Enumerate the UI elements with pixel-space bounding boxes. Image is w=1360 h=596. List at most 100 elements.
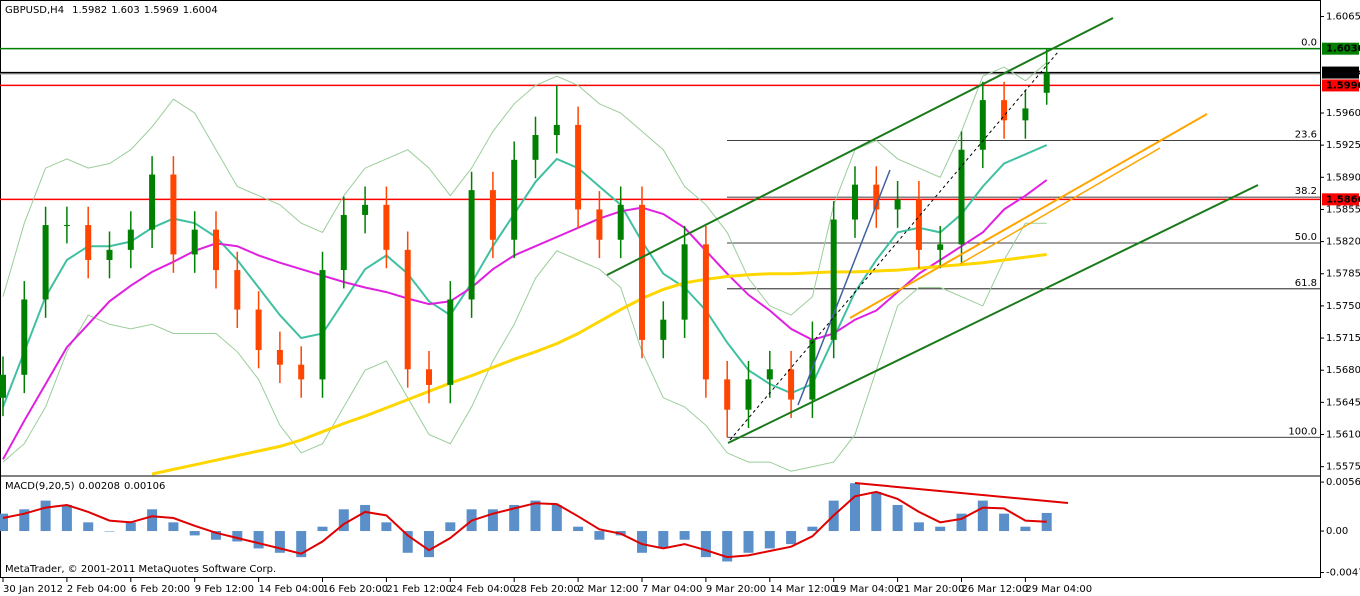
candle-body bbox=[170, 174, 177, 255]
macd-bar bbox=[381, 522, 392, 532]
macd-bar bbox=[573, 526, 584, 532]
candle-body bbox=[681, 244, 688, 320]
macd-bar bbox=[530, 500, 541, 532]
x-tick-label: 7 Mar 04:00 bbox=[642, 584, 702, 595]
ohlc-high: 1.603 bbox=[111, 5, 140, 16]
macd-bar bbox=[1041, 512, 1052, 532]
x-tick-label: 21 Feb 12:00 bbox=[386, 584, 452, 595]
candle-body bbox=[745, 379, 752, 410]
candle-body bbox=[127, 229, 134, 250]
y-tick-label: 0.00563 bbox=[1326, 477, 1360, 488]
y-tick-label: 1.5820 bbox=[1326, 237, 1360, 248]
macd-bar bbox=[40, 500, 51, 532]
macd-bar bbox=[913, 522, 924, 532]
candle-body bbox=[255, 309, 262, 350]
macd-bar bbox=[317, 526, 328, 532]
overlay-line bbox=[151, 253, 1047, 476]
candle-body bbox=[362, 204, 369, 215]
fibo-label: 38.2 bbox=[1295, 186, 1317, 197]
level-tag bbox=[1322, 193, 1359, 206]
candle-body bbox=[319, 270, 326, 380]
y-tick-label: 1.5575 bbox=[1326, 462, 1360, 473]
candle-body bbox=[42, 225, 49, 300]
macd-bar bbox=[147, 509, 158, 532]
y-tick-label: 1.5645 bbox=[1326, 397, 1360, 408]
candle-body bbox=[766, 369, 773, 380]
candle-body bbox=[660, 319, 667, 340]
candle-body bbox=[234, 270, 241, 310]
macd-value: 0.00208 bbox=[79, 481, 120, 492]
candle-body bbox=[63, 225, 70, 227]
y-tick-label: 1.5925 bbox=[1326, 140, 1360, 151]
candle-body bbox=[852, 184, 858, 220]
candle-body bbox=[447, 299, 454, 385]
candle-body bbox=[553, 124, 560, 136]
x-tick-label: 28 Feb 20:00 bbox=[514, 584, 580, 595]
fibo-label: 100.0 bbox=[1288, 426, 1317, 437]
macd-bar bbox=[487, 509, 498, 532]
y-tick-label: -0.00477 bbox=[1326, 568, 1360, 579]
macd-bar bbox=[956, 513, 967, 532]
y-tick-label: 0.00 bbox=[1326, 526, 1348, 537]
x-tick-label: 26 Mar 12:00 bbox=[962, 584, 1029, 595]
macd-bar bbox=[679, 531, 690, 540]
fibo-label: 50.0 bbox=[1295, 232, 1317, 243]
macd-name: MACD(9,20,5) bbox=[5, 481, 75, 492]
x-tick-label: 9 Feb 12:00 bbox=[195, 584, 254, 595]
y-tick-label: 1.5960 bbox=[1326, 108, 1360, 119]
macd-bar bbox=[211, 531, 221, 540]
x-tick-label: 6 Feb 20:00 bbox=[131, 584, 190, 595]
macd-bar bbox=[764, 531, 775, 549]
candle-body bbox=[426, 369, 432, 385]
overlay-line bbox=[2, 62, 1048, 316]
x-tick-label: 24 Feb 04:00 bbox=[450, 584, 516, 595]
candle-body bbox=[21, 299, 28, 375]
macd-bar bbox=[722, 531, 733, 562]
fibo-label: 61.8 bbox=[1295, 278, 1317, 289]
candle-body bbox=[404, 249, 411, 370]
macd-bar bbox=[658, 531, 669, 549]
overlay-line bbox=[2, 222, 1047, 472]
candle-body bbox=[276, 349, 283, 365]
macd-bar bbox=[700, 531, 711, 558]
level-label: 1.5866 bbox=[1326, 194, 1360, 205]
x-tick-label: 19 Mar 04:00 bbox=[834, 584, 901, 595]
x-tick-label: 9 Mar 20:00 bbox=[706, 584, 766, 595]
x-tick-label: 2 Feb 04:00 bbox=[67, 584, 126, 595]
macd-bar bbox=[977, 500, 988, 532]
candle-body bbox=[979, 100, 986, 150]
macd-bar bbox=[594, 531, 605, 540]
macd-bar bbox=[61, 504, 72, 532]
credit: MetaTrader, © 2001-2011 MetaQuotes Softw… bbox=[5, 564, 276, 575]
macd-bar bbox=[892, 504, 903, 532]
fibo-diagonal bbox=[729, 51, 1059, 441]
overlay-line bbox=[2, 179, 1048, 460]
drawings bbox=[606, 17, 1259, 504]
candle-body bbox=[532, 135, 539, 160]
fibo-label: 23.6 bbox=[1295, 129, 1317, 140]
y-tick-label: 1.5855 bbox=[1326, 204, 1360, 215]
level-label: 1.6004 bbox=[1326, 68, 1360, 79]
trend-orange bbox=[849, 113, 1208, 319]
candle-body bbox=[340, 214, 347, 271]
y-tick-label: 1.5610 bbox=[1326, 430, 1360, 441]
y-tick-label: 1.5715 bbox=[1326, 333, 1360, 344]
trend-orange bbox=[959, 147, 1161, 265]
candle-body bbox=[596, 209, 603, 240]
candle-body bbox=[0, 374, 6, 398]
macd-bar bbox=[445, 522, 456, 532]
candle-body bbox=[213, 229, 219, 271]
level-label: 1.6030 bbox=[1326, 44, 1360, 55]
x-tick-label: 2 Mar 12:00 bbox=[578, 584, 638, 595]
x-tick-label: 14 Mar 12:00 bbox=[770, 584, 837, 595]
macd-bar bbox=[743, 531, 754, 553]
macd-bar bbox=[402, 531, 413, 553]
macd-bar bbox=[189, 531, 200, 536]
overlay-line bbox=[2, 144, 1048, 408]
y-tick-label: 1.5785 bbox=[1326, 269, 1360, 280]
x-tick-label: 16 Feb 20:00 bbox=[323, 584, 389, 595]
y-tick-label: 1.5680 bbox=[1326, 365, 1360, 376]
macd-bar bbox=[850, 483, 860, 532]
x-tick-label: 21 Mar 20:00 bbox=[898, 584, 965, 595]
macd-bar bbox=[637, 531, 647, 553]
